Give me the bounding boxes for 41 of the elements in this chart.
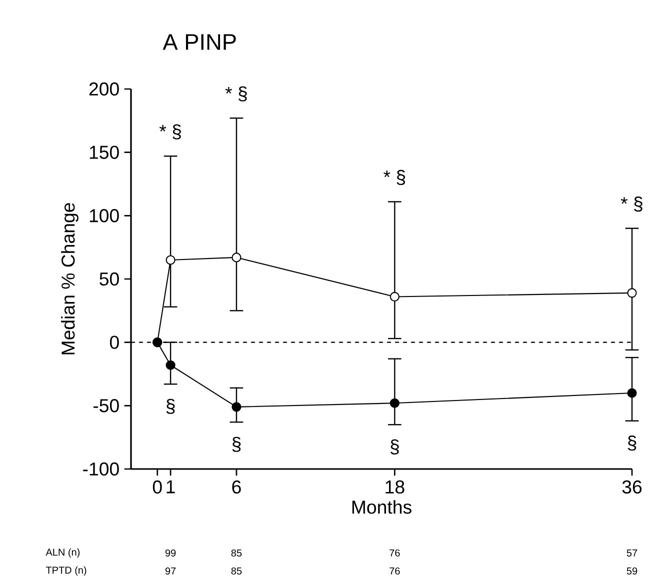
- text: 85: [231, 567, 242, 575]
- annotation: * §: [159, 124, 181, 140]
- text: 76: [390, 567, 400, 575]
- x-tick-label: 36: [622, 480, 642, 494]
- x-tick-label: 0: [152, 480, 162, 494]
- y-tick-label: 200: [89, 82, 119, 96]
- text: ALN (n): [46, 548, 80, 558]
- x-tick-label: 6: [232, 480, 241, 494]
- annotation: §: [628, 436, 636, 451]
- y-tick-label: 150: [90, 146, 119, 159]
- annotation: * §: [620, 196, 642, 212]
- point: [232, 402, 242, 412]
- y-tick-label: 50: [100, 272, 119, 286]
- text: 57: [626, 550, 638, 556]
- y-tick-label: -50: [93, 399, 119, 412]
- text: 97: [165, 567, 176, 575]
- point: [390, 398, 400, 408]
- y-tick-label: 100: [90, 209, 119, 222]
- y-axis-title: Median % Change: [61, 203, 78, 354]
- text: TPTD (n): [46, 566, 86, 576]
- point: [166, 360, 176, 370]
- chart-title: A PINP: [162, 34, 236, 50]
- x-tick-label: 1: [166, 480, 175, 494]
- y-tick-label: -100: [83, 462, 119, 476]
- text: 85: [231, 549, 242, 557]
- point: [166, 255, 176, 265]
- text: 99: [165, 549, 176, 557]
- text: 76: [390, 549, 400, 557]
- point: [627, 288, 637, 298]
- point: [232, 252, 242, 262]
- annotation: §: [166, 398, 175, 414]
- annotation: * §: [225, 86, 247, 102]
- point: [627, 388, 637, 398]
- x-tick-label: 18: [386, 480, 404, 494]
- annotation: §: [390, 439, 399, 454]
- annotation: * §: [384, 170, 406, 186]
- text: 59: [626, 567, 638, 575]
- point: [390, 292, 400, 302]
- annotation: §: [232, 436, 241, 452]
- x-axis-title: Months: [352, 500, 412, 514]
- y-tick-label: 0: [110, 336, 119, 349]
